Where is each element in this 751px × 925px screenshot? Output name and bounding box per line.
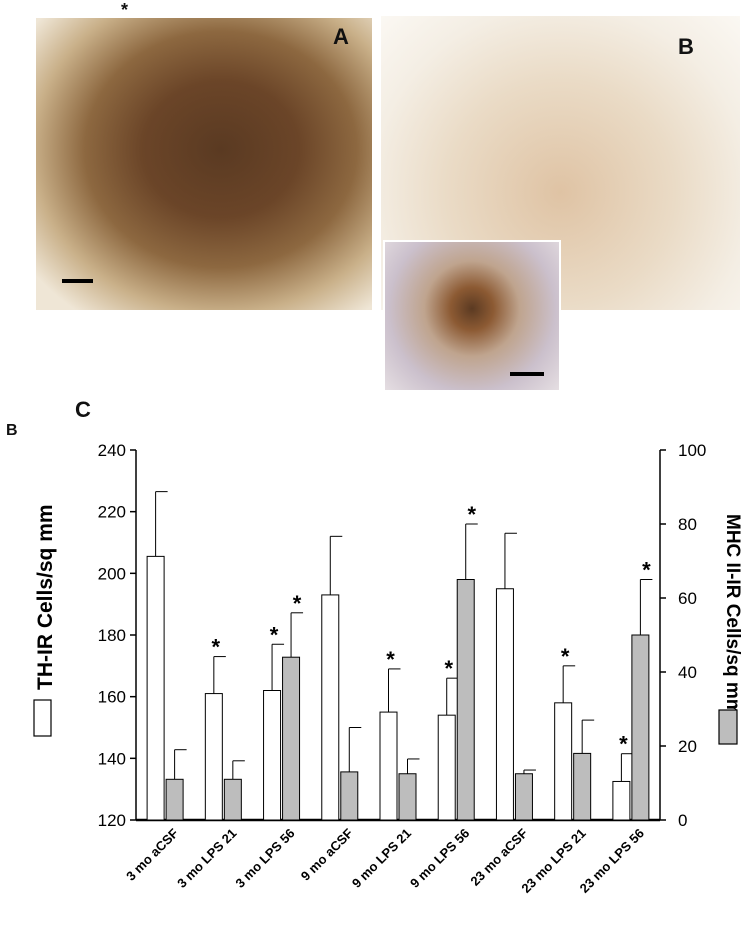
mhc-bar — [223, 778, 242, 821]
mhc-significance-star: * — [467, 502, 476, 527]
panel-a-letter: A — [333, 24, 349, 49]
th-bar — [321, 594, 340, 821]
micrograph-inset — [383, 240, 561, 392]
mhc-bar — [631, 634, 650, 821]
y2-tick-label: 80 — [678, 515, 697, 534]
category-label: 9 mo LPS 21 — [349, 826, 414, 891]
panel-a-star: * — [121, 0, 129, 20]
y-tick-label: 160 — [98, 688, 126, 707]
mhc-bar — [573, 752, 592, 821]
y2-tick-label: 40 — [678, 663, 697, 682]
th-bar — [204, 693, 223, 821]
y-tick-label: 120 — [98, 811, 126, 830]
category-label: 9 mo LPS 56 — [407, 826, 472, 891]
mhc-bar — [514, 773, 533, 821]
mhc-bar — [165, 778, 184, 821]
y-tick-label: 220 — [98, 503, 126, 522]
y-tick-label: 240 — [98, 441, 126, 460]
th-bar — [495, 588, 514, 821]
y-tick-label: 180 — [98, 626, 126, 645]
th-significance-star: * — [619, 732, 628, 757]
th-significance-star: * — [444, 656, 453, 681]
category-label: 9 mo aCSF — [298, 825, 356, 883]
mhc-bar — [456, 579, 475, 821]
panel-b-letter: B — [678, 34, 694, 59]
category-label: 3 mo LPS 21 — [174, 826, 239, 891]
y2-tick-label: 60 — [678, 589, 697, 608]
scale-bar-a — [62, 279, 93, 283]
th-legend-swatch — [33, 699, 52, 737]
th-significance-star: * — [561, 644, 570, 669]
th-bar — [263, 690, 282, 821]
corner-label: B — [6, 422, 18, 439]
th-significance-star: * — [212, 635, 221, 660]
mhc-significance-star: * — [293, 591, 302, 616]
y2-tick-label: 20 — [678, 737, 697, 756]
y-tick-label: 140 — [98, 749, 126, 768]
th-bar — [554, 702, 573, 821]
mhc-legend-swatch — [718, 709, 738, 745]
y2-tick-label: 100 — [678, 441, 706, 460]
y-axis-title-right: MHC II-IR Cells/sq mm — [722, 514, 743, 716]
category-label: 3 mo aCSF — [123, 825, 181, 883]
y-tick-label: 200 — [98, 564, 126, 583]
micrograph-panel-a — [36, 18, 372, 310]
mhc-bar — [282, 656, 301, 821]
category-label: 23 mo aCSF — [467, 825, 530, 888]
th-bar — [437, 714, 456, 821]
th-significance-star: * — [386, 647, 395, 672]
th-bar — [612, 780, 631, 821]
y-axis-title-left: TH-IR Cells/sq mm — [34, 504, 57, 690]
mhc-significance-star: * — [642, 558, 651, 583]
th-significance-star: * — [270, 622, 279, 647]
scale-bar-inset — [510, 372, 544, 376]
th-bar — [379, 711, 398, 821]
y2-tick-label: 0 — [678, 811, 687, 830]
mhc-bar — [398, 773, 417, 821]
category-label: 3 mo LPS 56 — [232, 826, 297, 891]
th-bar — [146, 555, 165, 821]
mhc-bar — [340, 771, 359, 821]
panel-c-letter: C — [75, 397, 91, 422]
